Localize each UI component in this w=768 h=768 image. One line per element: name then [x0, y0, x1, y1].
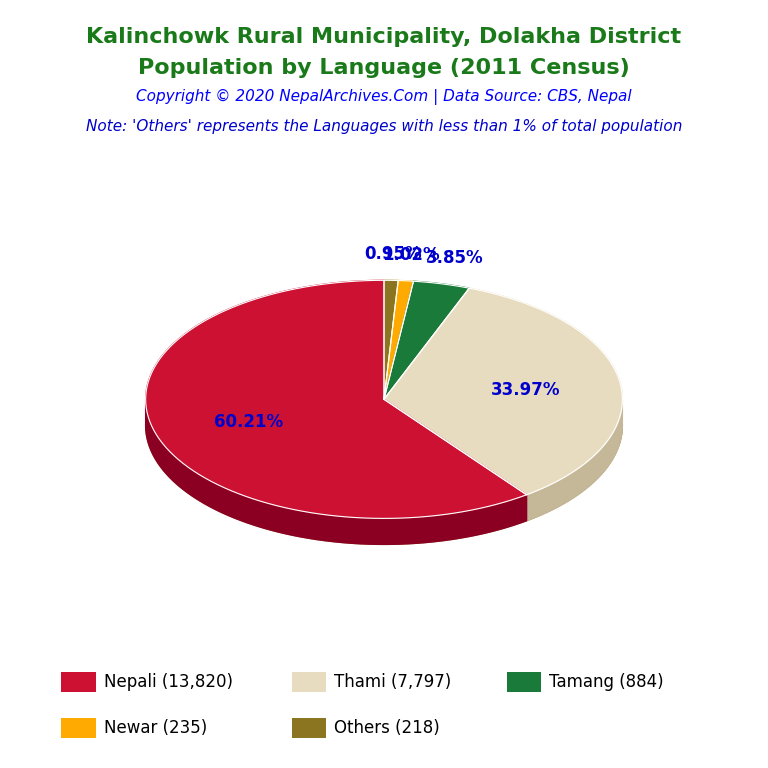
Text: Note: 'Others' represents the Languages with less than 1% of total population: Note: 'Others' represents the Languages …	[86, 119, 682, 134]
Text: 33.97%: 33.97%	[491, 381, 561, 399]
Text: 1.02%: 1.02%	[382, 246, 439, 263]
Polygon shape	[384, 280, 399, 399]
Text: Thami (7,797): Thami (7,797)	[334, 673, 452, 691]
Polygon shape	[146, 280, 527, 518]
FancyBboxPatch shape	[292, 717, 326, 739]
Text: 0.95%: 0.95%	[364, 245, 422, 263]
Text: Others (218): Others (218)	[334, 719, 440, 737]
Polygon shape	[527, 400, 622, 521]
Text: Copyright © 2020 NepalArchives.Com | Data Source: CBS, Nepal: Copyright © 2020 NepalArchives.Com | Dat…	[136, 89, 632, 105]
Text: Kalinchowk Rural Municipality, Dolakha District: Kalinchowk Rural Municipality, Dolakha D…	[87, 27, 681, 47]
Text: Tamang (884): Tamang (884)	[549, 673, 664, 691]
FancyBboxPatch shape	[292, 671, 326, 693]
Polygon shape	[146, 400, 527, 545]
Polygon shape	[146, 306, 622, 545]
Polygon shape	[384, 280, 413, 399]
FancyBboxPatch shape	[61, 717, 96, 739]
Polygon shape	[384, 288, 622, 495]
Text: 3.85%: 3.85%	[425, 250, 483, 267]
FancyBboxPatch shape	[507, 671, 541, 693]
Text: Nepali (13,820): Nepali (13,820)	[104, 673, 233, 691]
Text: Newar (235): Newar (235)	[104, 719, 207, 737]
Polygon shape	[384, 281, 469, 399]
Text: 60.21%: 60.21%	[214, 413, 283, 431]
FancyBboxPatch shape	[61, 671, 96, 693]
Text: Population by Language (2011 Census): Population by Language (2011 Census)	[138, 58, 630, 78]
